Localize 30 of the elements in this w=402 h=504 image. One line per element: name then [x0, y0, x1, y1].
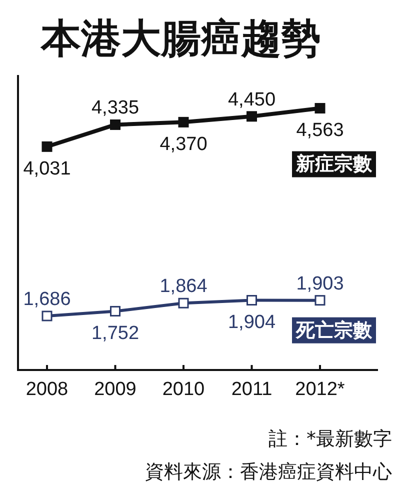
data-label: 1,904	[228, 312, 276, 334]
point	[246, 294, 257, 306]
text: 註：*最新數字	[268, 428, 392, 450]
data-label: 4,370	[160, 134, 208, 156]
data-label: 4,031	[23, 158, 71, 180]
x-tick-label: 2008	[26, 379, 68, 400]
series-label: 死亡宗數	[295, 319, 373, 342]
x-tick-label: 2009	[94, 379, 136, 400]
point	[314, 295, 326, 306]
text: 新症宗數	[295, 153, 373, 176]
x-tick-label: 2011	[231, 379, 272, 400]
data-label: 1,752	[91, 323, 140, 344]
data-label: 1,864	[160, 276, 208, 298]
x-tick-label: 2010	[162, 379, 205, 400]
data-label: 4,563	[296, 120, 344, 142]
point	[246, 111, 257, 122]
data-label: 4,335	[91, 98, 140, 119]
point	[110, 119, 120, 130]
data-label: 4,450	[228, 89, 276, 110]
point	[110, 306, 120, 316]
data-label: 1,686	[23, 288, 71, 310]
point	[314, 102, 326, 114]
point	[42, 141, 52, 152]
x-tick-label: 2012*	[295, 379, 346, 400]
data-label: 1,903	[296, 273, 344, 294]
point	[178, 298, 189, 308]
point	[42, 310, 52, 322]
source-note: 資料來源：香港癌症資料中心	[145, 461, 392, 483]
point	[178, 116, 189, 128]
chart-title: 本港大腸癌趨勢	[40, 15, 321, 62]
